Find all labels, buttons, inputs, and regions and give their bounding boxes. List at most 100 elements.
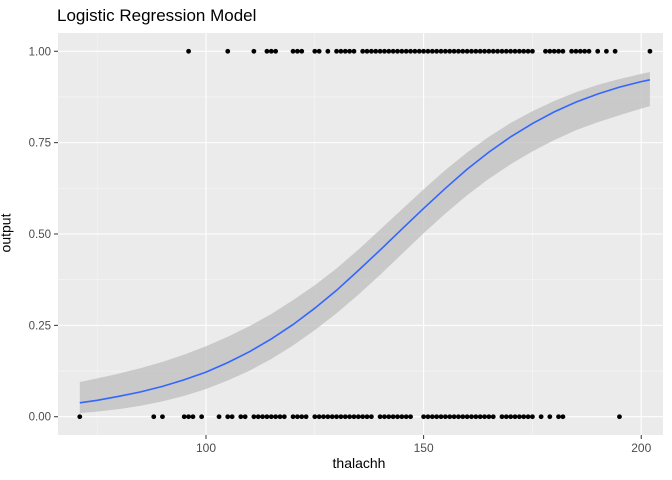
data-point	[273, 414, 279, 420]
data-point	[264, 414, 270, 420]
data-point	[290, 48, 296, 54]
data-point	[582, 48, 588, 54]
data-point	[181, 414, 187, 420]
data-point	[273, 48, 279, 54]
data-point	[451, 414, 457, 420]
data-point	[229, 414, 235, 420]
data-point	[477, 48, 483, 54]
data-point	[268, 414, 274, 420]
data-point	[556, 414, 561, 420]
data-point	[264, 48, 270, 54]
x-axis-label: thalachh	[332, 455, 386, 471]
data-point	[334, 414, 339, 420]
y-tick-label: 0.75	[29, 138, 51, 150]
data-point	[530, 414, 535, 420]
x-tick-label: 150	[414, 441, 434, 455]
data-point	[482, 414, 487, 420]
data-point	[342, 414, 348, 420]
data-point	[482, 48, 487, 54]
data-point	[316, 414, 322, 420]
data-point	[255, 414, 261, 420]
data-point	[586, 48, 592, 54]
data-point	[473, 48, 479, 54]
data-point	[190, 414, 196, 420]
data-point	[547, 48, 553, 54]
data-point	[425, 414, 431, 420]
data-point	[595, 48, 601, 54]
data-point	[294, 48, 300, 54]
y-tick-label: 1.00	[29, 46, 51, 58]
data-point	[364, 48, 370, 54]
data-point	[447, 48, 453, 54]
data-point	[547, 414, 553, 420]
data-point	[294, 414, 300, 420]
data-point	[573, 48, 579, 54]
data-point	[503, 48, 509, 54]
data-point	[543, 48, 548, 54]
data-point	[382, 414, 387, 420]
data-point	[456, 48, 461, 54]
data-point	[429, 48, 435, 54]
data-point	[469, 48, 474, 54]
data-point	[647, 48, 653, 54]
data-point	[569, 48, 574, 54]
data-point	[386, 48, 392, 54]
data-point	[516, 48, 522, 54]
data-point	[281, 414, 287, 420]
data-point	[434, 48, 440, 54]
data-point	[438, 414, 444, 420]
data-point	[251, 414, 257, 420]
data-point	[512, 414, 518, 420]
data-point	[399, 48, 405, 54]
data-point	[447, 414, 453, 420]
data-point	[186, 48, 191, 54]
data-point	[399, 414, 405, 420]
data-point	[225, 414, 231, 420]
data-point	[251, 48, 257, 54]
data-point	[390, 414, 396, 420]
data-point	[329, 414, 335, 420]
data-point	[490, 414, 496, 420]
data-point	[151, 414, 157, 420]
data-point	[521, 48, 527, 54]
data-point	[525, 414, 531, 420]
data-point	[503, 414, 509, 420]
y-tick-label: 0.00	[29, 412, 51, 424]
data-point	[512, 48, 518, 54]
data-point	[299, 48, 305, 54]
data-point	[521, 414, 527, 420]
data-point	[416, 48, 422, 54]
data-point	[342, 48, 348, 54]
logistic-fit-line	[79, 79, 651, 404]
data-point	[321, 414, 326, 420]
data-point	[499, 48, 505, 54]
y-axis-label: output	[0, 213, 14, 253]
data-point	[225, 48, 231, 54]
data-point	[490, 48, 496, 54]
x-tick-label: 100	[196, 441, 216, 455]
data-point	[338, 414, 344, 420]
data-point	[473, 414, 479, 420]
confidence-band	[79, 72, 650, 414]
data-point	[560, 414, 566, 420]
data-point	[408, 414, 413, 420]
data-point	[395, 414, 400, 420]
data-point	[290, 414, 296, 420]
data-point	[421, 414, 427, 420]
x-tick-label: 200	[631, 441, 651, 455]
data-point	[325, 414, 331, 420]
data-point	[325, 48, 331, 54]
data-point	[160, 414, 165, 420]
chart-title: Logistic Regression Model	[57, 6, 257, 25]
data-point	[390, 48, 396, 54]
data-point	[577, 48, 583, 54]
data-point	[530, 48, 535, 54]
data-point	[386, 414, 392, 420]
data-point	[469, 414, 474, 420]
data-point	[303, 414, 309, 420]
y-tick-label: 0.25	[29, 320, 51, 332]
data-point	[508, 48, 514, 54]
data-point	[382, 48, 387, 54]
data-point	[277, 414, 283, 420]
